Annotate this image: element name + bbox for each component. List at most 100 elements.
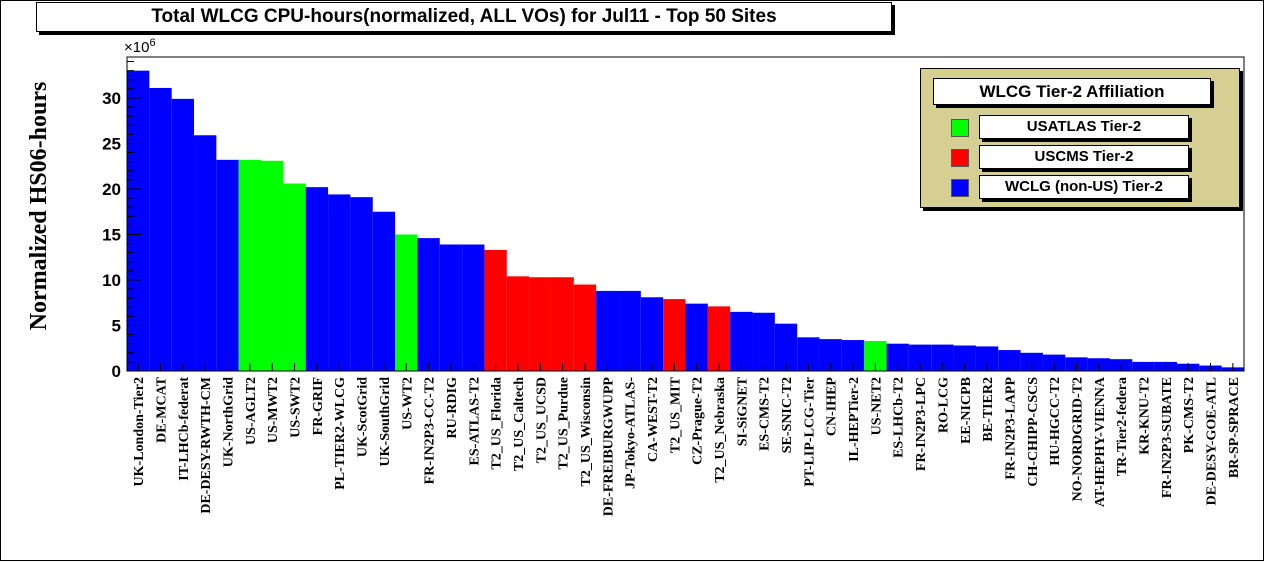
bar-us-aglt2 [238,159,262,371]
bar-de-freiburgwupp [596,290,619,371]
x-tick-label: T2_US_MIT [668,376,683,453]
x-tick-label: KR-KNU-T2 [1137,377,1152,455]
x-tick-label: UK-London-Tier2 [132,377,147,486]
y-tick-label: 30 [102,89,121,108]
x-tick-label: CN-IHEP [825,377,840,437]
bar-ro-lcg [931,344,954,371]
x-tick-label: TR-Tier2-federa [1115,377,1130,476]
bar-fr-in2p3-lpc [908,344,932,371]
plot-area: 0 5 10 15 20 25 30 UK-London-Tier2 DE-MCAT IT-LHC… [102,56,1245,516]
x-tick-label: RU-RDIG [445,377,460,439]
y-multiplier-exponent: 6 [149,37,155,49]
x-tick-label: BR-SP-SPRACE [1227,377,1242,478]
bar-de-mcat [149,87,172,371]
bar-se-snic-t2 [774,323,798,371]
x-tick-label: DE-DESY-GOE-ATL [1204,377,1219,505]
chart-title: Total WLCG CPU-hours(normalized, ALL VOs… [36,2,892,32]
legend-label-usatlas: USATLAS Tier-2 [979,115,1189,139]
bar-uk-northgrid [216,159,239,371]
x-tick-label: PT-LIP-LCG-Tier [802,377,817,487]
bar-uk-scotgrid [350,197,373,371]
x-tick-label: HU-HGCC-T2 [1048,377,1063,466]
bar-t2-us-nebraska [707,306,731,371]
bar-t2-us-wisconsin [573,284,597,371]
bar-es-cms-t2 [752,312,775,371]
x-tick-label: EE-NICPB [959,377,974,444]
bar-si-signet [730,311,753,371]
x-tick-label: AT-HEPHY-VIENNA [1093,376,1108,507]
x-tick-label: DE-DESY-RWTH-CM [199,377,214,514]
x-tick-label: T2_US_Nebraska [713,377,728,483]
bar-us-swt2 [283,183,306,371]
bar-fr-grif [305,187,329,371]
x-tick-label: NO-NORDGRID-T2 [1070,377,1085,501]
bar-cn-ihep [819,339,842,371]
bar-il-heptier-2 [841,340,865,371]
x-tick-label: UK-NorthGrid [222,377,237,467]
y-tick-label: 5 [112,316,121,335]
bar-de-desy-rwth-cm [194,135,217,371]
y-tick-label: 10 [102,271,121,290]
bar-cz-prague-t2 [685,303,708,371]
x-tick-label: UK-ScotGrid [356,377,371,457]
x-tick-label: FR-IN2P3-LAPP [1003,377,1018,480]
x-tick-label: DE-MCAT [155,376,170,443]
x-tick-label: RO-LCG [936,377,951,433]
legend-swatch-uscms [951,149,969,167]
bar-ch-chipp-cscs [1020,352,1043,371]
y-axis-multiplier: ×106 [124,37,156,56]
legend-label-wlcg: WCLG (non-US) Tier-2 [979,175,1189,199]
bar-pt-lip-lcg-tier [797,337,820,371]
x-tick-label: PK-CMS-T2 [1182,377,1197,453]
x-tick-label: T2_US_Caltech [512,377,527,471]
x-tick-label: UK-SouthGrid [378,377,393,467]
y-tick-label: 25 [102,134,121,153]
x-tick-label: T2_US_UCSD [534,377,549,463]
x-tick-label: US-MWT2 [266,377,281,443]
legend: WLCG Tier-2 Affiliation USATLAS Tier-2 U… [920,68,1240,208]
x-tick-label: SE-SNIC-T2 [780,377,795,453]
bar-t2-us-florida [484,249,507,371]
bar-es-atlas-t2 [462,244,485,371]
x-tick-label: US-SWT2 [289,377,304,438]
legend-swatch-usatlas [951,119,969,137]
legend-label-uscms: USCMS Tier-2 [979,145,1189,169]
x-tick-label: FR-IN2P3-CC-T2 [423,377,438,484]
bar-pl-tier2-wlcg [328,194,351,371]
bar-ca-west-t2 [640,297,664,371]
bar-t2-us-caltech [506,276,530,371]
x-tick-label: US-NET2 [869,377,884,435]
x-tick-label: FR-IN2P3-LPC [914,377,929,471]
bar-be-tier2 [975,346,999,371]
y-tick-label: 0 [112,362,121,381]
bar-ru-rdig [439,244,463,371]
x-tick-label: T2_US_Purdue [557,377,572,470]
bar-it-lhcb-federat [171,98,195,371]
x-tick-label: US-WT2 [400,377,415,430]
x-tick-label: ES-LHCb-T2 [892,377,907,458]
x-tick-label: T2_US_Florida [490,377,505,470]
bar-hu-hgcc-t2 [1042,354,1066,371]
plot-frame [126,56,1245,372]
x-tick-label: ES-ATLAS-T2 [467,377,482,465]
y-multiplier-base: ×10 [124,39,149,56]
bar-uk-southgrid [372,211,396,371]
x-tick-label: IT-LHCb-federat [177,377,192,481]
y-tick-label: 15 [102,225,121,244]
bar-uk-london-tier2 [127,70,150,372]
x-tick-label: IL-HEPTier-2 [847,377,862,462]
x-tick-label: PL-TIER2-WLCG [333,377,348,490]
bar-fr-in2p3-cc-t2 [417,238,440,371]
y-tick-label: 20 [102,180,121,199]
bar-t2-us-mit [663,299,686,371]
x-tick-label: CH-CHIPP-CSCS [1026,377,1041,487]
bar-us-wt2 [395,234,418,371]
bar-us-net2 [864,340,887,371]
bar-ee-nicpb [953,345,976,371]
bar-es-lhcb-t2 [886,343,909,371]
legend-swatch-wlcg [951,179,969,197]
bar-us-mwt2 [261,160,284,371]
x-tick-label: T2_US_Wisconsin [579,377,594,487]
x-tick-label: CA-WEST-T2 [646,377,661,462]
bar-t2-us-ucsd [529,277,552,371]
